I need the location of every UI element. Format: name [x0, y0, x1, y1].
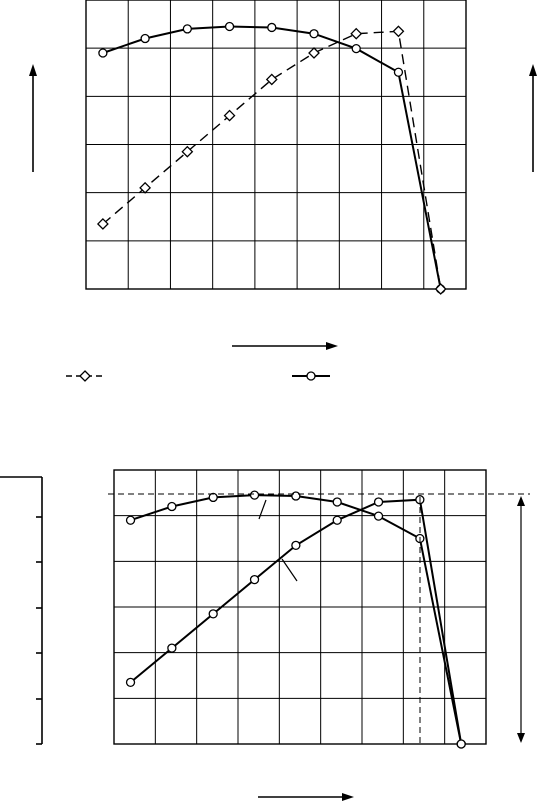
series-2-point — [308, 47, 320, 59]
leader-line-2 — [281, 558, 298, 582]
series-2-point — [96, 218, 109, 230]
chart-top — [85, 0, 467, 295]
series-1-point — [249, 490, 260, 500]
series-1-point — [98, 48, 108, 58]
series-1-point — [291, 491, 301, 501]
series-2-line — [129, 498, 463, 745]
series-2-point — [434, 283, 447, 295]
series-1-point — [332, 497, 342, 507]
right-axis-arrow-head — [529, 64, 537, 76]
dimension-arrow-top — [517, 496, 525, 506]
chart-bottom — [113, 469, 487, 749]
series-2-point — [125, 677, 136, 687]
series-2-point — [223, 109, 236, 122]
legend-diamond-marker — [79, 370, 91, 382]
series-2-point — [373, 497, 384, 507]
series-1-point — [125, 515, 136, 525]
chart-top-decorations — [29, 64, 537, 350]
dimension-arrow-bottom — [517, 733, 525, 743]
x-axis-arrow-bottom-head — [342, 793, 354, 801]
series-2-point — [332, 515, 342, 525]
series-2-point — [350, 27, 363, 40]
series-1-point — [309, 29, 319, 39]
series-2-point — [291, 540, 301, 550]
series-2-point — [249, 574, 260, 585]
series-2-point — [265, 73, 278, 86]
series-1-point — [373, 511, 384, 521]
series-1-point — [167, 501, 177, 512]
left-axis-arrow-head — [29, 64, 37, 76]
series-2-point — [456, 739, 466, 749]
chart-bottom-decorations — [0, 476, 530, 801]
leader-line-1 — [258, 499, 267, 520]
series-2-line — [102, 30, 442, 290]
series-2-point — [208, 609, 218, 619]
series-1-line — [130, 494, 463, 745]
legend-circle-marker — [306, 371, 316, 381]
series-1-point — [208, 492, 218, 503]
series-1-point — [267, 22, 277, 33]
series-2-point — [167, 643, 177, 653]
series-1-point — [140, 33, 150, 44]
legend — [66, 370, 330, 382]
series-2-point — [139, 181, 152, 194]
series-1-point — [224, 21, 235, 32]
series-1-point — [393, 67, 404, 77]
series-1-point — [351, 43, 361, 54]
series-1-point — [182, 24, 192, 34]
series-1-line — [102, 25, 442, 290]
series-2-point — [392, 25, 405, 38]
x-axis-arrow-head — [326, 342, 338, 350]
series-2-point — [181, 145, 194, 158]
